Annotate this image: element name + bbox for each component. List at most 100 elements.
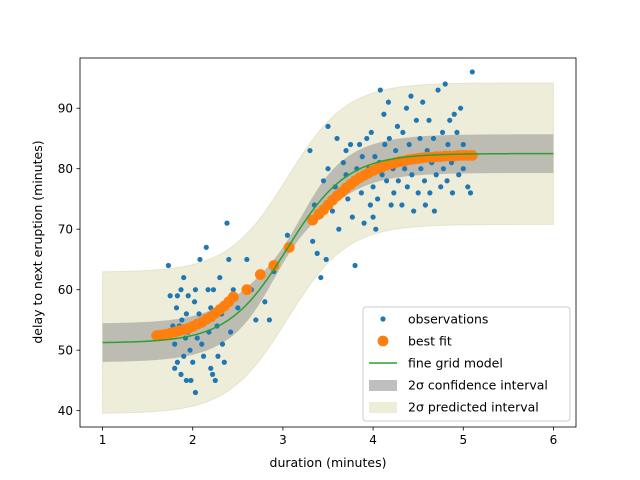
observation-point <box>368 129 374 136</box>
observation-point <box>325 123 331 129</box>
observation-point <box>190 359 196 365</box>
legend-entry-conf: 2σ confidence interval <box>369 378 548 393</box>
observation-point <box>424 147 430 154</box>
observation-point <box>174 359 180 365</box>
observation-point <box>454 129 460 136</box>
observation-point <box>244 256 250 263</box>
observation-point <box>196 311 202 317</box>
observation-point <box>411 208 417 214</box>
y-tick-label: 60 <box>58 283 73 297</box>
observation-point <box>381 111 387 117</box>
observation-point <box>385 99 392 105</box>
observation-point <box>467 190 474 196</box>
observation-point <box>318 274 324 281</box>
legend-swatch <box>369 402 397 413</box>
x-axis-label: duration (minutes) <box>270 455 387 470</box>
plot-frame <box>79 57 577 428</box>
observation-point <box>178 371 184 377</box>
observation-point <box>325 166 331 172</box>
observation-point <box>310 238 316 244</box>
best-fit-point <box>466 149 478 161</box>
observation-point <box>442 81 448 87</box>
observation-point <box>253 317 259 323</box>
observation-point <box>460 141 466 148</box>
observation-point <box>386 135 392 142</box>
observation-point <box>165 262 171 269</box>
best-fit-point <box>254 269 266 280</box>
observation-point <box>370 214 376 220</box>
observation-point <box>212 377 218 384</box>
observation-point <box>192 389 199 396</box>
observation-point <box>208 365 214 371</box>
legend-swatch <box>380 316 386 322</box>
y-tick-label: 50 <box>58 343 73 357</box>
observation-point <box>210 287 217 293</box>
observation-point <box>426 117 432 123</box>
observation-point <box>183 377 190 384</box>
observation-point <box>406 141 412 148</box>
observation-point <box>447 117 453 123</box>
observation-point <box>431 208 438 214</box>
observation-point <box>174 293 180 299</box>
observation-point <box>421 178 428 184</box>
observation-point <box>449 190 456 196</box>
best-fit-points <box>151 149 478 342</box>
observation-point <box>415 190 421 196</box>
legend-swatch <box>377 335 389 347</box>
best-fit-point <box>227 291 239 303</box>
observation-point <box>217 274 223 281</box>
observation-point <box>224 220 230 226</box>
observation-point <box>226 256 232 263</box>
legend-entry-observations: observations <box>380 312 488 327</box>
observation-point <box>422 202 428 208</box>
observation-point <box>179 317 185 323</box>
observation-point <box>356 141 363 148</box>
observation-point <box>388 202 394 208</box>
observation-point <box>370 184 376 190</box>
legend-entry-best_fit: best fit <box>377 334 452 349</box>
observation-point <box>403 105 410 111</box>
fine-grid-model-line <box>102 152 554 344</box>
legend-label: 2σ predicted interval <box>408 400 539 415</box>
observation-point <box>399 202 405 208</box>
observation-point <box>235 305 241 311</box>
observation-point <box>340 160 346 166</box>
observation-point <box>440 166 447 172</box>
observation-point <box>438 184 444 190</box>
best-fit-point <box>268 260 280 271</box>
observation-point <box>203 244 209 250</box>
observation-point <box>173 305 180 311</box>
observation-point <box>460 166 466 172</box>
observation-point <box>359 154 365 160</box>
observation-point <box>347 141 354 148</box>
observation-point <box>382 141 388 148</box>
observation-point <box>199 341 205 347</box>
observation-point <box>375 196 381 202</box>
x-tick-label: 2 <box>189 433 197 447</box>
observation-point <box>329 208 336 214</box>
observation-point <box>183 311 190 317</box>
observation-point <box>444 178 450 184</box>
observation-point <box>457 105 464 111</box>
x-tick-label: 5 <box>459 433 467 447</box>
observation-point <box>191 299 198 305</box>
observation-point <box>349 214 355 220</box>
observation-point <box>456 172 462 178</box>
observation-point <box>427 190 433 196</box>
x-tick-label: 3 <box>279 433 287 447</box>
observation-point <box>215 353 221 359</box>
observation-point <box>465 184 471 190</box>
confidence-interval-band <box>102 134 554 362</box>
observation-point <box>469 69 475 75</box>
observation-point <box>230 287 236 293</box>
x-tick-label: 4 <box>369 433 377 447</box>
x-axis-ticks: 1 2 3 4 5 6 <box>99 427 557 447</box>
observation-point <box>352 262 358 269</box>
observation-point <box>400 129 406 136</box>
observation-point <box>364 135 370 142</box>
observation-point <box>205 287 211 293</box>
observation-point <box>373 226 379 232</box>
observation-point <box>409 172 415 178</box>
observation-point <box>200 353 207 359</box>
legend-swatch <box>369 380 397 391</box>
